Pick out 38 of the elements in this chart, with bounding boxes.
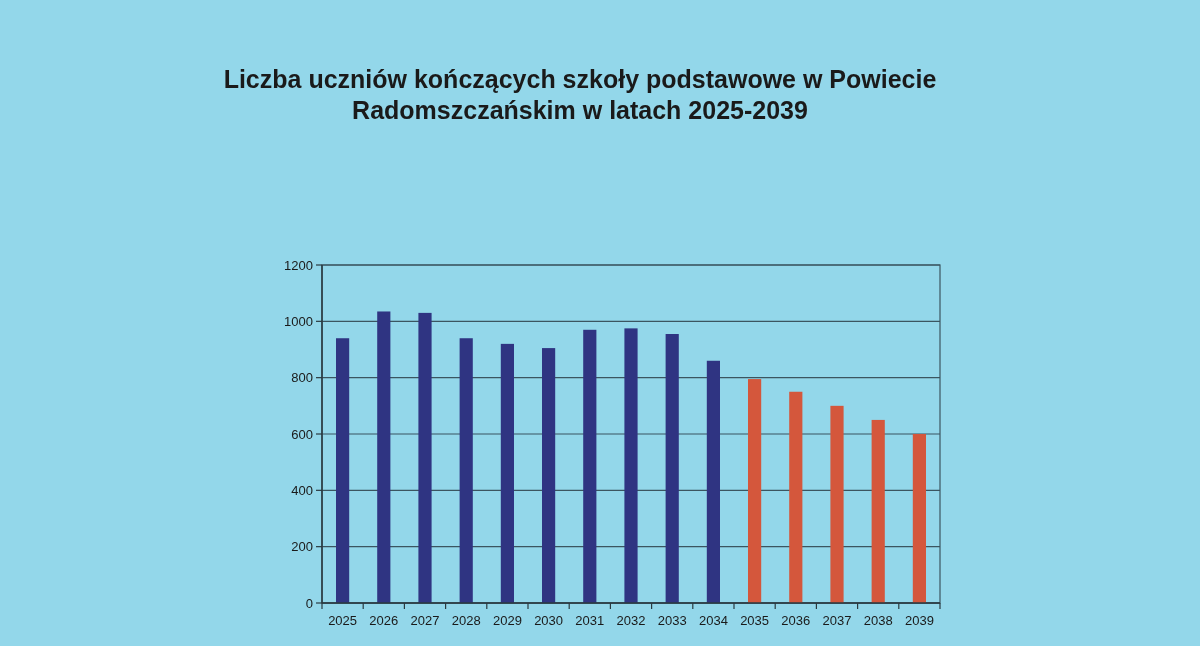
x-tick-label: 2037 xyxy=(822,613,852,628)
x-tick-label: 2035 xyxy=(740,613,770,628)
bar xyxy=(871,419,885,603)
x-tick-label: 2030 xyxy=(534,613,564,628)
bar xyxy=(789,391,803,603)
x-tick-label: 2025 xyxy=(328,613,358,628)
x-tick-label: 2033 xyxy=(657,613,687,628)
x-tick-label: 2027 xyxy=(410,613,440,628)
bar xyxy=(336,338,350,603)
bar xyxy=(624,328,638,603)
x-tick-label: 2029 xyxy=(492,613,522,628)
y-tick-label: 1200 xyxy=(284,257,313,273)
y-tick-label: 800 xyxy=(291,370,313,386)
bar xyxy=(912,434,926,603)
x-tick-label: 2028 xyxy=(451,613,481,628)
bar xyxy=(748,379,762,603)
x-tick-label: 2036 xyxy=(781,613,811,628)
bar xyxy=(377,311,391,603)
y-tick-label: 1000 xyxy=(284,313,313,329)
x-tick-label: 2034 xyxy=(698,613,728,628)
chart-title: Liczba uczniów kończących szkoły podstawowe w Powiecie Radomszczańskim w latach 2025-2039 xyxy=(223,65,937,124)
bar xyxy=(706,360,720,603)
x-tick-label: 2039 xyxy=(904,613,934,628)
y-tick-label: 200 xyxy=(291,539,313,555)
bar xyxy=(459,338,473,603)
bar xyxy=(500,343,514,603)
x-tick-label: 2038 xyxy=(863,613,893,628)
bar xyxy=(542,348,556,603)
y-tick-label: 400 xyxy=(291,482,313,498)
y-tick-label: 0 xyxy=(305,595,313,611)
x-tick-label: 2032 xyxy=(616,613,646,628)
bar xyxy=(583,329,597,603)
bar xyxy=(418,312,432,603)
x-tick-label: 2031 xyxy=(575,613,605,628)
bar xyxy=(665,334,679,603)
x-tick-label: 2026 xyxy=(369,613,399,628)
y-tick-label: 600 xyxy=(291,426,313,442)
bar xyxy=(830,405,844,603)
